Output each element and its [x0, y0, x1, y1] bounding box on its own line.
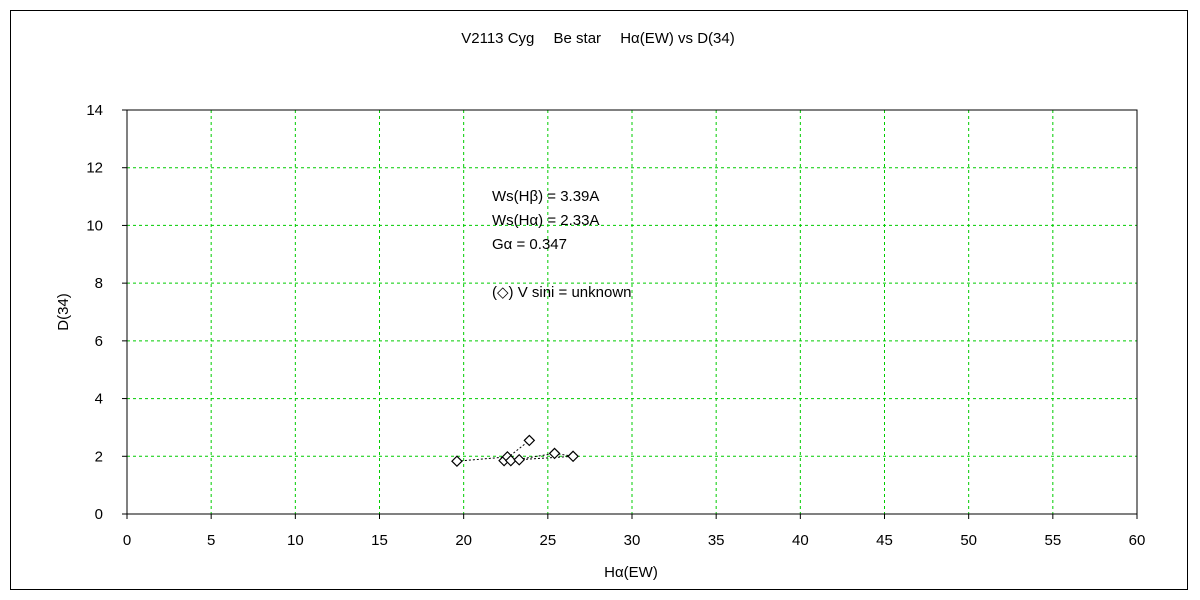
- x-tick-label: 10: [287, 532, 304, 549]
- x-tick-label: 35: [708, 532, 725, 549]
- x-tick-label: 45: [876, 532, 893, 549]
- annotation-ws-halpha: Ws(Hα) = 2.33A: [492, 212, 599, 229]
- y-tick-label: 0: [95, 506, 103, 523]
- y-tick-labels: 0 2 4 6 8 10 12 14: [86, 102, 103, 523]
- data-series: [451, 434, 579, 468]
- x-axis-label: Hα(EW): [604, 564, 658, 581]
- data-point-diamond: [548, 447, 561, 460]
- x-tick-label: 40: [792, 532, 809, 549]
- data-point-diamond: [513, 453, 526, 466]
- data-point-diamond: [567, 450, 579, 463]
- y-tick-label: 12: [86, 160, 103, 177]
- x-tick-labels: 0 5 10 15 20 25 30 35 40 45 50 55 60: [123, 532, 1146, 549]
- axis-ticks: [122, 109, 1138, 519]
- annotation-vsini: (◇) V sini = unknown: [492, 284, 632, 301]
- x-tick-label: 60: [1129, 532, 1146, 549]
- data-point-diamond: [523, 434, 536, 447]
- x-tick-label: 25: [539, 532, 556, 549]
- y-tick-label: 8: [95, 275, 103, 292]
- y-tick-label: 2: [95, 448, 103, 465]
- annotation-g-alpha: Gα = 0.347: [492, 236, 567, 253]
- y-tick-label: 6: [95, 333, 103, 350]
- y-tick-label: 4: [95, 391, 103, 408]
- chart-title: V2113 Cyg Be star Hα(EW) vs D(34): [461, 30, 734, 47]
- x-tick-label: 55: [1044, 532, 1061, 549]
- x-tick-label: 0: [123, 532, 131, 549]
- x-tick-label: 20: [455, 532, 472, 549]
- chart-frame: [10, 10, 1188, 590]
- x-tick-label: 50: [960, 532, 977, 549]
- grid-lines: [127, 110, 1137, 514]
- data-point-diamond: [451, 455, 463, 468]
- annotation-ws-hbeta: Ws(Hβ) = 3.39A: [492, 188, 599, 205]
- y-tick-label: 10: [86, 217, 103, 234]
- y-axis-label: D(34): [55, 293, 72, 331]
- x-tick-label: 30: [624, 532, 641, 549]
- x-tick-label: 15: [371, 532, 388, 549]
- x-tick-label: 5: [207, 532, 215, 549]
- y-tick-label: 14: [86, 102, 103, 119]
- data-point-diamond: [504, 454, 517, 467]
